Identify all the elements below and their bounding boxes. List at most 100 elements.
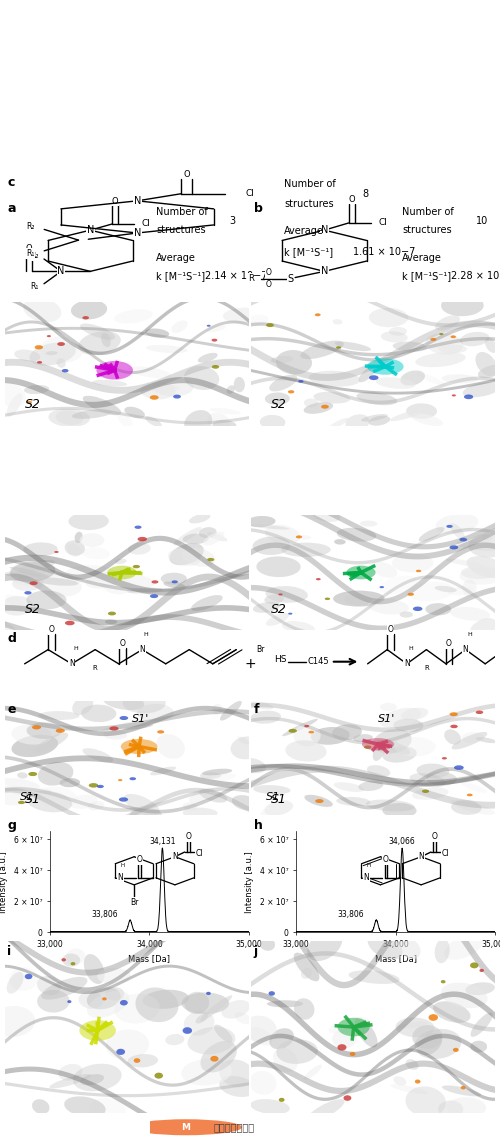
Circle shape (130, 1120, 242, 1136)
Ellipse shape (207, 325, 226, 332)
Ellipse shape (417, 372, 445, 386)
Ellipse shape (38, 711, 80, 720)
Ellipse shape (156, 734, 185, 759)
Ellipse shape (140, 381, 176, 400)
Text: O: O (186, 832, 192, 840)
Ellipse shape (36, 574, 82, 597)
Text: e: e (8, 703, 16, 716)
Ellipse shape (36, 577, 78, 586)
Ellipse shape (234, 377, 245, 393)
Ellipse shape (184, 1011, 214, 1035)
Ellipse shape (450, 800, 495, 815)
Ellipse shape (41, 977, 88, 1000)
Circle shape (182, 1027, 192, 1034)
Ellipse shape (204, 531, 225, 545)
Ellipse shape (466, 982, 495, 995)
Circle shape (34, 345, 43, 349)
Ellipse shape (232, 795, 259, 811)
Ellipse shape (238, 736, 249, 744)
Ellipse shape (182, 803, 198, 811)
Ellipse shape (252, 537, 290, 555)
Ellipse shape (100, 719, 148, 733)
Ellipse shape (202, 768, 232, 775)
Ellipse shape (260, 938, 275, 950)
Ellipse shape (448, 586, 473, 595)
Text: R₂: R₂ (26, 222, 34, 231)
Text: Cl: Cl (142, 220, 151, 229)
Ellipse shape (88, 802, 104, 811)
Text: N: N (320, 226, 328, 235)
X-axis label: Mass [Da]: Mass [Da] (374, 954, 416, 963)
Ellipse shape (182, 534, 208, 544)
Ellipse shape (353, 734, 373, 742)
Circle shape (298, 380, 304, 382)
Text: O: O (48, 625, 54, 634)
Circle shape (321, 405, 329, 409)
Ellipse shape (450, 523, 464, 539)
Circle shape (150, 395, 158, 400)
Ellipse shape (121, 739, 158, 755)
Ellipse shape (92, 380, 127, 386)
Circle shape (120, 1000, 128, 1005)
Ellipse shape (361, 414, 388, 421)
Ellipse shape (78, 331, 121, 355)
Text: N: N (134, 228, 141, 238)
Ellipse shape (412, 788, 449, 800)
Ellipse shape (266, 613, 289, 626)
Text: H: H (73, 646, 78, 652)
Text: f: f (254, 703, 259, 716)
Ellipse shape (64, 1097, 106, 1118)
Text: S1: S1 (24, 793, 40, 806)
Text: O: O (184, 171, 190, 180)
Ellipse shape (438, 1100, 464, 1118)
Circle shape (350, 1052, 356, 1056)
Text: N: N (86, 226, 94, 235)
Circle shape (439, 333, 444, 335)
Ellipse shape (276, 1040, 318, 1064)
Ellipse shape (242, 1016, 276, 1042)
Ellipse shape (271, 356, 293, 363)
Ellipse shape (452, 732, 488, 750)
Circle shape (369, 376, 378, 380)
Ellipse shape (198, 353, 218, 363)
Ellipse shape (394, 737, 436, 757)
Ellipse shape (72, 696, 93, 714)
Text: S1: S1 (266, 791, 280, 802)
Ellipse shape (200, 1041, 237, 1073)
Text: O: O (432, 832, 438, 840)
Text: S2: S2 (271, 398, 286, 411)
Circle shape (47, 335, 51, 337)
Ellipse shape (406, 1059, 418, 1069)
Ellipse shape (199, 527, 216, 538)
Ellipse shape (332, 725, 362, 740)
Circle shape (467, 793, 472, 796)
Ellipse shape (189, 788, 215, 804)
Ellipse shape (356, 392, 397, 405)
Ellipse shape (18, 560, 55, 572)
Ellipse shape (304, 1065, 322, 1080)
Text: g: g (8, 819, 16, 831)
Ellipse shape (80, 534, 104, 547)
Text: N: N (140, 645, 145, 654)
Ellipse shape (0, 785, 35, 805)
Ellipse shape (48, 409, 90, 427)
Text: O: O (119, 639, 125, 648)
Ellipse shape (410, 773, 446, 788)
Text: N: N (364, 874, 369, 883)
Ellipse shape (256, 556, 300, 577)
Circle shape (134, 1058, 140, 1063)
Text: structures: structures (156, 224, 206, 235)
Ellipse shape (9, 968, 38, 990)
Circle shape (119, 797, 128, 802)
Ellipse shape (282, 543, 331, 556)
Ellipse shape (100, 332, 112, 341)
Ellipse shape (10, 567, 50, 578)
Text: H: H (467, 632, 472, 637)
Ellipse shape (12, 576, 44, 591)
Ellipse shape (56, 358, 66, 368)
Ellipse shape (372, 740, 386, 761)
Ellipse shape (128, 366, 171, 378)
Text: 8: 8 (362, 189, 369, 199)
Ellipse shape (398, 1021, 428, 1028)
Ellipse shape (308, 371, 360, 387)
